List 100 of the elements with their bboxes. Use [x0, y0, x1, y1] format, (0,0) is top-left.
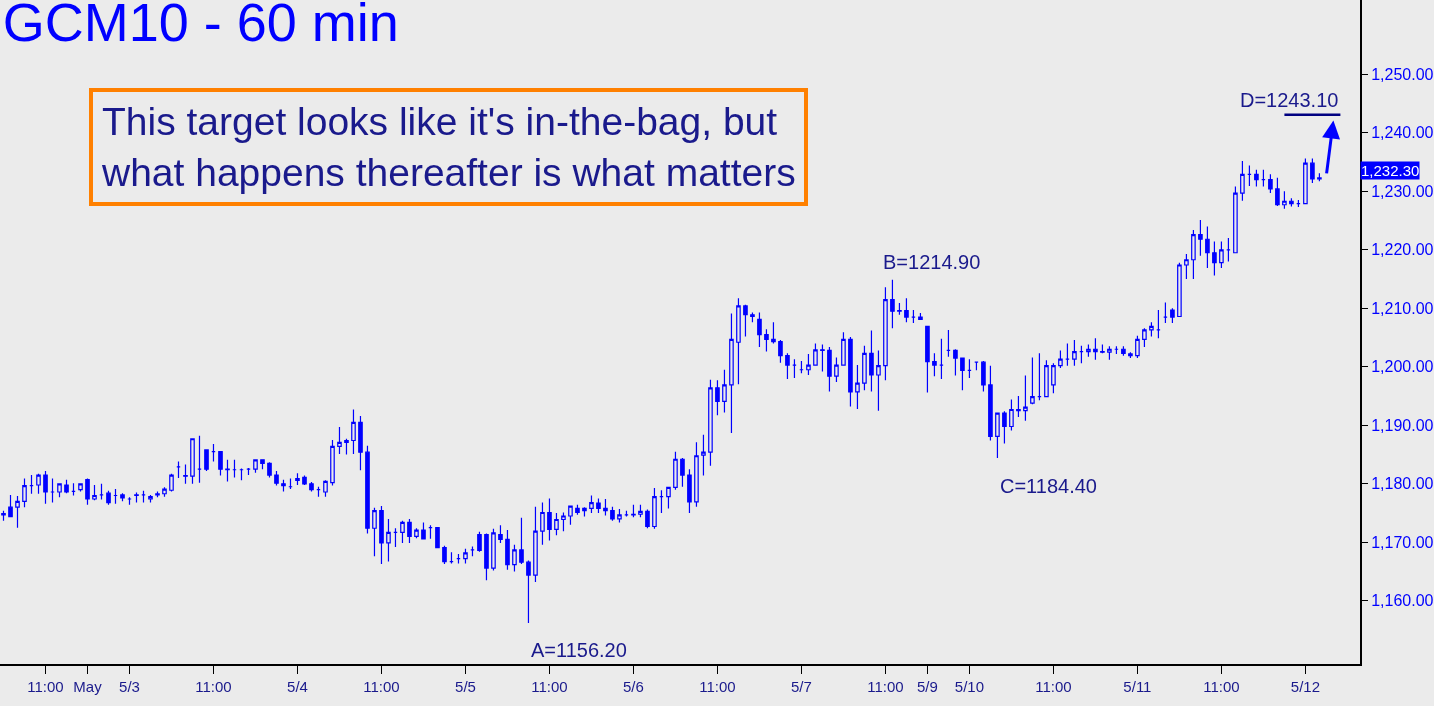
candlestick [8, 494, 13, 518]
candlestick [1163, 301, 1168, 324]
candlestick [988, 365, 993, 442]
candlestick [1177, 262, 1182, 318]
x-tick-label: 11:00 [531, 678, 568, 695]
candlestick [1149, 321, 1154, 337]
y-tick-label: 1,220.00 [1371, 241, 1434, 259]
candlestick [596, 497, 601, 514]
x-tick-label: May [73, 678, 103, 695]
candlestick [813, 342, 818, 366]
candlestick [1247, 164, 1252, 187]
candlestick [15, 495, 20, 529]
candlestick [260, 459, 265, 470]
y-tick-label: 1,200.00 [1371, 358, 1434, 376]
candlestick [953, 348, 958, 377]
candlestick [421, 521, 426, 540]
candlestick [141, 490, 146, 504]
candlestick [323, 479, 328, 498]
candlestick [204, 448, 209, 472]
candlestick [134, 491, 139, 504]
x-tick-label: 11:00 [363, 678, 400, 695]
candlestick [162, 486, 167, 498]
candlestick [911, 309, 916, 324]
candlestick [757, 311, 762, 348]
candlestick [1184, 253, 1189, 280]
candlestick [897, 302, 902, 316]
candlestick [253, 458, 258, 474]
candlestick [736, 297, 741, 385]
candlestick [701, 434, 706, 477]
x-tick-label: 11:00 [1203, 678, 1240, 695]
annotation: A=1156.20 [531, 639, 627, 661]
candlestick [1044, 359, 1049, 398]
annotation: C=1184.40 [1000, 475, 1097, 497]
candlestick [218, 450, 223, 477]
candlestick [337, 426, 342, 455]
candlestick [869, 329, 874, 392]
candlestick [771, 321, 776, 345]
candlestick [456, 553, 461, 564]
candlestick [1072, 339, 1077, 367]
candlestick [274, 470, 279, 487]
candlestick [631, 504, 636, 518]
candlestick [491, 528, 496, 571]
candlestick [50, 477, 55, 504]
candlestick [106, 490, 111, 506]
candlestick [603, 498, 608, 516]
x-tick-label: 5/4 [287, 678, 308, 695]
x-tick-label: 11:00 [867, 678, 904, 695]
candlestick [1156, 309, 1161, 339]
candlestick [834, 356, 839, 383]
candlestick [883, 286, 888, 381]
candlestick [890, 279, 895, 329]
candlestick [225, 459, 230, 483]
x-tick-label: 5/6 [623, 678, 644, 695]
candlestick [148, 494, 153, 504]
candlestick [799, 360, 804, 374]
candlestick [1051, 362, 1056, 394]
candlestick [680, 457, 685, 488]
candlestick [1205, 225, 1210, 269]
candlestick [414, 527, 419, 539]
candlestick [442, 545, 447, 565]
candlestick [1282, 190, 1287, 210]
x-tick-label: 5/7 [791, 678, 812, 695]
candlestick [673, 451, 678, 491]
candlestick [939, 338, 944, 380]
candlestick [820, 343, 825, 373]
y-tick-label: 1,190.00 [1371, 416, 1434, 434]
candlestick [281, 479, 286, 493]
x-tick-label: 5/11 [1123, 678, 1152, 695]
x-tick-label: 11:00 [195, 678, 232, 695]
annotation: B=1214.90 [883, 251, 981, 273]
candlestick [239, 468, 244, 481]
candlestick [855, 364, 860, 410]
candlestick [379, 505, 384, 565]
candlestick [750, 311, 755, 323]
candlestick [92, 484, 97, 500]
candlestick [1240, 160, 1245, 202]
x-tick-label: 5/3 [119, 678, 140, 695]
x-tick-label: 5/10 [954, 678, 985, 695]
y-tick-label: 1,250.00 [1371, 65, 1434, 83]
candlestick [176, 460, 181, 479]
candlestick [1212, 241, 1217, 277]
candlestick [946, 329, 951, 358]
candlestick [435, 527, 440, 549]
candlestick [295, 472, 300, 486]
candlestick [232, 459, 237, 478]
candlestick [764, 328, 769, 353]
candlestick [974, 360, 979, 371]
candlestick [561, 511, 566, 532]
x-tick-label: 5/9 [917, 678, 938, 695]
y-tick-label: 1,240.00 [1371, 124, 1434, 142]
candlestick [330, 439, 335, 487]
candlestick [358, 415, 363, 471]
candlestick [722, 369, 727, 414]
candlestick [512, 544, 517, 573]
candlestick [589, 494, 594, 514]
candlestick [1191, 229, 1196, 280]
candlestick [386, 518, 391, 563]
candlestick [1, 510, 6, 522]
candlestick [211, 443, 216, 463]
candlestick [1289, 197, 1294, 208]
